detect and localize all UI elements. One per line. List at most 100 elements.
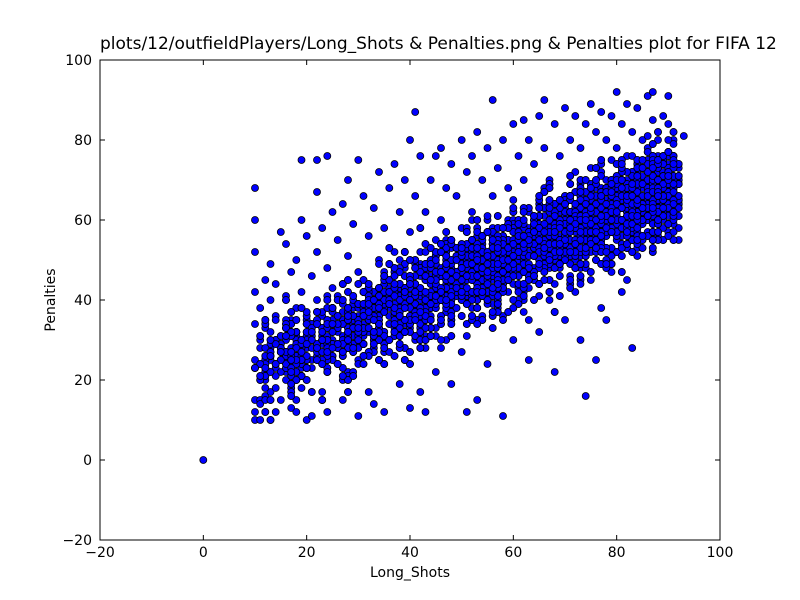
data-point <box>612 144 621 152</box>
data-point <box>442 296 451 304</box>
data-point <box>375 320 383 328</box>
data-point <box>473 320 482 328</box>
data-point <box>669 236 678 244</box>
data-point <box>416 388 425 396</box>
data-point <box>457 244 466 252</box>
data-point <box>566 260 575 268</box>
data-point <box>390 248 399 256</box>
data-point <box>488 236 497 244</box>
data-point <box>338 348 347 356</box>
data-point <box>597 304 606 312</box>
data-point <box>390 272 399 280</box>
data-point <box>364 232 373 240</box>
x-tick-label: 40 <box>401 545 419 561</box>
data-point <box>499 316 507 324</box>
data-point <box>648 88 657 96</box>
data-point <box>442 252 451 260</box>
data-point <box>359 276 368 284</box>
points-layer <box>199 88 688 464</box>
data-point <box>344 376 352 384</box>
data-point <box>483 296 492 304</box>
data-point <box>633 236 642 244</box>
data-point <box>488 324 497 332</box>
data-point <box>276 228 285 236</box>
data-point <box>462 300 471 308</box>
data-point <box>633 104 642 112</box>
data-point <box>602 200 611 208</box>
data-point <box>400 288 409 296</box>
data-point <box>390 292 399 300</box>
data-point <box>251 216 259 224</box>
data-point <box>514 248 523 256</box>
data-point <box>266 396 275 404</box>
data-point <box>545 288 554 296</box>
data-point <box>462 332 471 340</box>
data-point <box>318 396 327 404</box>
data-point <box>323 408 332 416</box>
data-point <box>292 376 301 384</box>
data-point <box>261 276 270 284</box>
data-point <box>597 156 606 164</box>
data-point <box>313 188 321 196</box>
data-point <box>292 256 301 264</box>
data-point <box>297 336 306 344</box>
data-point <box>493 164 502 172</box>
data-point <box>628 192 637 200</box>
data-point <box>364 300 373 308</box>
y-tick-label: 40 <box>74 293 92 309</box>
data-point <box>581 244 590 252</box>
data-point <box>338 396 347 404</box>
data-point <box>282 296 290 304</box>
data-point <box>359 340 368 348</box>
data-point <box>607 216 616 224</box>
data-point <box>664 220 673 228</box>
data-point <box>462 228 471 236</box>
data-point <box>576 144 585 152</box>
data-point <box>654 136 662 144</box>
data-point <box>292 408 301 416</box>
data-point <box>566 136 575 144</box>
data-point <box>576 196 585 204</box>
data-point <box>602 136 611 144</box>
data-point <box>648 244 657 252</box>
data-point <box>674 224 683 232</box>
data-point <box>617 120 626 128</box>
data-point <box>659 152 668 160</box>
data-point <box>473 304 482 312</box>
data-point <box>545 216 554 224</box>
data-point <box>674 204 683 212</box>
data-point <box>364 388 373 396</box>
data-point <box>271 280 280 288</box>
data-point <box>535 328 544 336</box>
data-point <box>364 308 373 316</box>
data-point <box>447 276 456 284</box>
data-point <box>561 256 569 264</box>
data-point <box>287 404 296 412</box>
data-point <box>411 332 420 340</box>
data-point <box>266 328 275 336</box>
y-tick-label: 20 <box>74 373 92 389</box>
data-point <box>633 172 642 180</box>
data-point <box>519 268 528 276</box>
data-point <box>499 224 507 232</box>
data-point <box>530 228 538 236</box>
data-point <box>437 248 445 256</box>
data-point <box>535 280 544 288</box>
data-point <box>550 308 559 316</box>
data-point <box>555 152 564 160</box>
data-point <box>592 164 600 172</box>
data-point <box>571 112 580 120</box>
data-point <box>282 240 290 248</box>
data-point <box>602 260 611 268</box>
data-point <box>669 200 678 208</box>
data-point <box>643 192 652 200</box>
data-point <box>514 152 523 160</box>
data-point <box>607 252 616 260</box>
data-point <box>416 268 425 276</box>
data-point <box>354 268 363 276</box>
data-point <box>545 296 554 304</box>
data-point <box>287 308 296 316</box>
data-point <box>648 164 657 172</box>
data-point <box>271 408 280 416</box>
data-point <box>302 232 311 240</box>
